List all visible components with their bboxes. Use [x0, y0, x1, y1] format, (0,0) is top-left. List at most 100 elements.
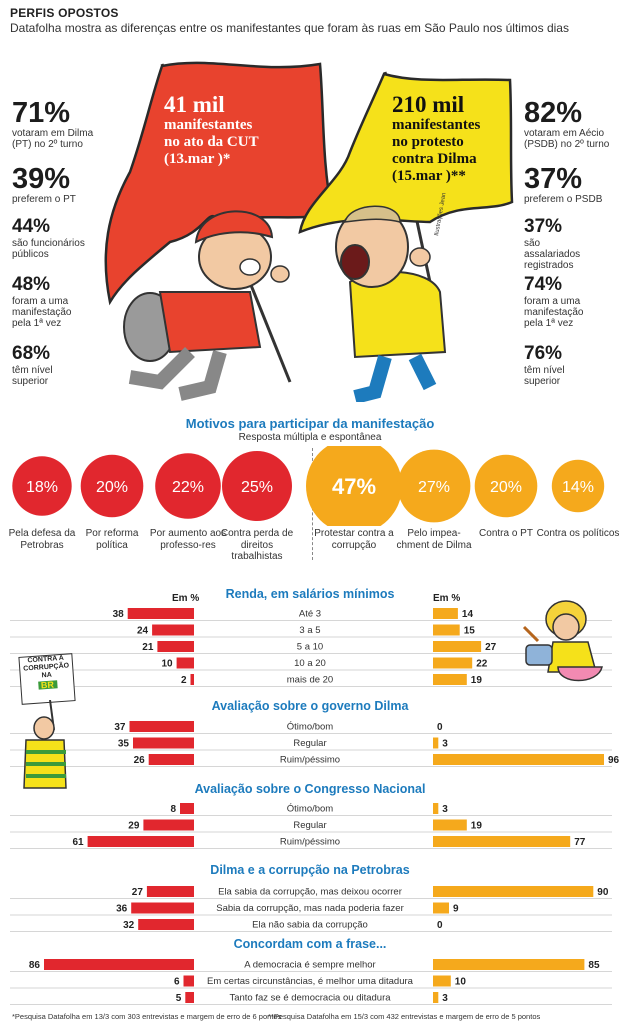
- left-protester: [123, 210, 290, 401]
- bar-left-value: 29: [128, 821, 140, 832]
- right-flag-line2: no protesto: [392, 134, 464, 150]
- bar-left-value: 26: [134, 755, 146, 766]
- bar-right: [433, 803, 439, 814]
- motive-label: Pela defesa da Petrobras: [8, 528, 76, 551]
- bar-category-label: Ótimo/bom: [287, 722, 334, 733]
- bar-category-label: Tanto faz se é democracia ou ditadura: [229, 993, 391, 1004]
- motive-label: Pelo impea-chment de Dilma: [396, 528, 472, 551]
- bar-category-label: A democracia é sempre melhor: [244, 960, 375, 971]
- stat-value: 76%: [524, 343, 563, 364]
- bar-left-value: 2: [181, 675, 187, 686]
- motive-label: Contra perda de direitos trabalhistas: [220, 528, 294, 562]
- bar-left: [152, 624, 194, 636]
- bar-left-value: 10: [161, 659, 173, 670]
- motive-bubble: [397, 449, 471, 523]
- bar-left: [185, 992, 194, 1003]
- right-stat-4: 74% foram a uma manifestação pela 1ª vez: [524, 274, 620, 329]
- motive-bubble-value: 25%: [241, 479, 273, 496]
- bar-right: [433, 657, 473, 669]
- motive-bubble: [80, 454, 144, 518]
- stat-label: foram a uma manifestação pela 1ª vez: [12, 296, 72, 329]
- stat-label: têm nível superior: [12, 365, 53, 387]
- bar-category-label: Até 3: [299, 609, 321, 620]
- left-flag-line3: (13.mar )*: [164, 151, 231, 167]
- left-flag-line1: manifestantes: [164, 117, 253, 133]
- left-stat-1: 71% votaram em Dilma (PT) no 2º turno: [12, 98, 122, 150]
- bar-right-value: 90: [597, 887, 609, 898]
- left-stat-4: 48% foram a uma manifestação pela 1ª vez: [12, 274, 122, 329]
- bar-left-value: 27: [132, 887, 144, 898]
- footnote-left: *Pesquisa Datafolha em 13/3 com 303 entr…: [12, 1012, 282, 1021]
- bar-group-title: Dilma e a corrupção na Petrobras: [210, 863, 409, 877]
- bar-right-value: 19: [471, 821, 483, 832]
- protesters-illustration: Ilustrações Jean: [104, 61, 514, 402]
- bar-category-label: 3 a 5: [299, 625, 320, 636]
- bar-right-value: 14: [462, 609, 474, 620]
- stat-value: 71%: [12, 97, 71, 129]
- bar-category-label: Ruim/péssimo: [280, 837, 340, 848]
- bar-left: [183, 975, 194, 987]
- bar-left-value: 5: [176, 993, 182, 1004]
- stat-label: são assalariados registrados: [524, 238, 581, 271]
- right-flag-line1: manifestantes: [392, 117, 481, 133]
- stat-label: preferem o PT: [12, 194, 76, 205]
- red-flag: [104, 61, 334, 306]
- bar-category-label: Regular: [293, 738, 326, 749]
- bar-right: [433, 902, 449, 914]
- bar-left-value: 35: [118, 739, 130, 750]
- bar-left-value: 36: [116, 904, 128, 915]
- bar-category-label: Sabia da corrupção, mas nada poderia faz…: [216, 903, 403, 914]
- stat-label: têm nível superior: [524, 365, 565, 387]
- motive-label: Por aumento aos professo-res: [149, 528, 227, 551]
- bar-group-title: Avaliação sobre o governo Dilma: [212, 699, 410, 713]
- bar-category-label: 10 a 20: [294, 658, 326, 669]
- motive-bubble-value: 20%: [96, 479, 128, 496]
- stat-value: 37%: [524, 216, 563, 237]
- right-stat-1: 82% votaram em Aécio (PSDB) no 2º turno: [524, 98, 620, 150]
- bar-right: [433, 836, 571, 847]
- motive-bubble: [551, 459, 605, 513]
- stat-value: 44%: [12, 216, 51, 237]
- page-kicker: PERFIS OPOSTOS: [10, 6, 119, 20]
- bar-right-value: 10: [455, 977, 467, 988]
- right-protester: [335, 205, 447, 402]
- bar-left: [87, 836, 194, 847]
- bar-left: [148, 754, 194, 765]
- left-stat-2: 39% preferem o PT: [12, 164, 122, 205]
- bar-left-value: 61: [72, 837, 84, 848]
- stat-value: 37%: [524, 163, 583, 195]
- bar-left: [44, 959, 194, 970]
- bar-right-value: 19: [471, 675, 483, 686]
- bar-right: [433, 975, 451, 987]
- bar-right-value: 9: [453, 904, 459, 915]
- page-subtitle: Datafolha mostra as diferenças entre os …: [10, 21, 569, 35]
- bar-left: [133, 737, 194, 749]
- bar-left: [131, 902, 194, 914]
- motive-bubble-value: 14%: [562, 479, 594, 496]
- bar-group-title: Avaliação sobre o Congresso Nacional: [195, 782, 426, 796]
- pot-banging-woman-illustration: [522, 600, 603, 682]
- bar-left: [180, 803, 194, 814]
- right-stat-5: 76% têm nível superior: [524, 343, 620, 387]
- right-flag-line3: contra Dilma: [392, 151, 477, 167]
- right-flag-line4: (15.mar )**: [392, 168, 466, 184]
- bar-right-value: 77: [574, 837, 586, 848]
- motive-label: Contra os políticos: [536, 528, 620, 539]
- bar-left: [176, 657, 194, 669]
- bar-category-label: Ela não sabia da corrupção: [252, 920, 368, 931]
- right-flag-text: 210 mil manifestantes no protesto contra…: [392, 93, 522, 185]
- bar-left-value: 37: [114, 722, 126, 733]
- left-flag-line2: no ato da CUT: [164, 134, 259, 150]
- bar-left-value: 8: [170, 804, 176, 815]
- bar-right-value: 27: [485, 642, 497, 653]
- motive-bubble: [474, 454, 538, 518]
- bar-left: [157, 641, 194, 652]
- bar-right: [433, 992, 439, 1003]
- bar-category-label: Ela sabia da corrupção, mas deixou ocorr…: [218, 887, 402, 898]
- motive-bubble: [306, 446, 402, 526]
- right-flag-count: 210 mil: [392, 92, 465, 117]
- bar-right: [433, 674, 467, 685]
- bar-right-value: 3: [442, 993, 448, 1004]
- bar-left-value: 6: [174, 977, 180, 988]
